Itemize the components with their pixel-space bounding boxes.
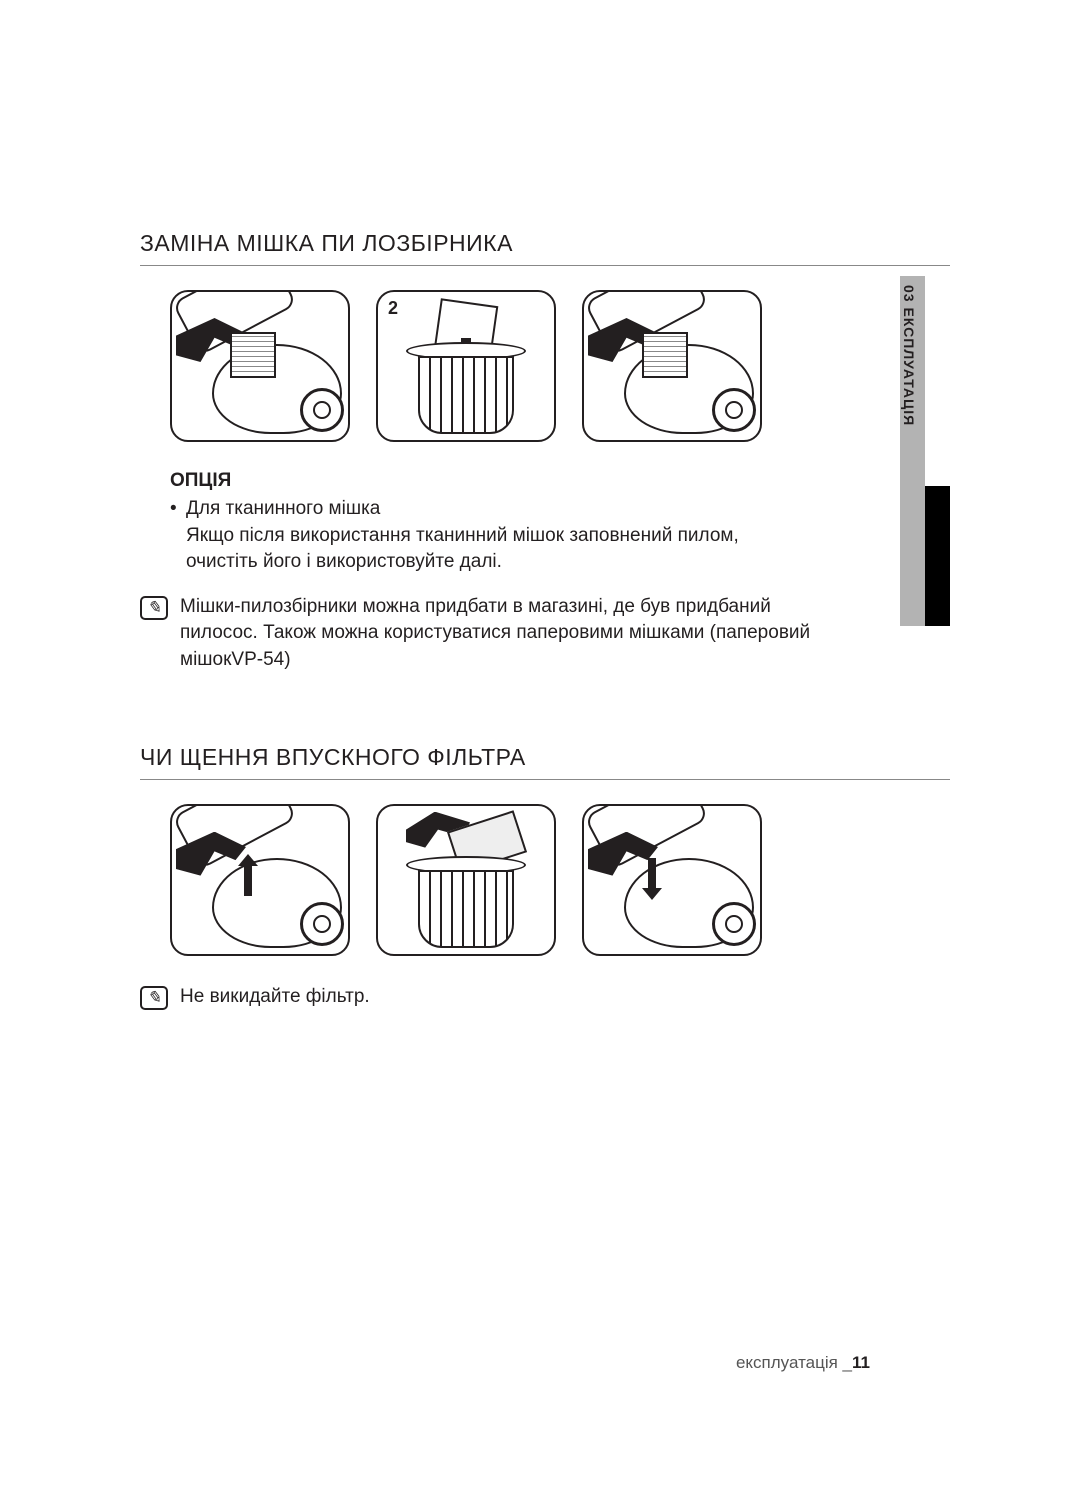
divider xyxy=(140,265,950,266)
note-icon: ✎ xyxy=(140,596,168,620)
note-text: Не викидайте фільтр. xyxy=(180,984,370,1011)
note-text: Мішки-пилозбірники можна придбати в мага… xyxy=(180,594,820,674)
divider xyxy=(140,779,950,780)
section2: ЧИ ЩЕННЯ ВПУСКНОГО ФІЛЬТРА 1 3 xyxy=(140,744,950,1011)
page-footer: експлуатація _11 xyxy=(736,1353,870,1373)
figure-bag-empty: 2 xyxy=(376,290,556,442)
footer-label: експлуатація _ xyxy=(736,1353,852,1372)
note-row: ✎ Не викидайте фільтр. xyxy=(140,984,950,1011)
note-icon: ✎ xyxy=(140,986,168,1010)
bullet-dot: • xyxy=(170,496,186,523)
figure-filter-insert: 3 xyxy=(582,804,762,956)
note-row: ✎ Мішки-пилозбірники можна придбати в ма… xyxy=(140,594,950,674)
section1-title: ЗАМІНА МІШКА ПИ ЛОЗБІРНИКА xyxy=(140,230,950,257)
manual-page: 03 ЕКСПЛУАТАЦІЯ ЗАМІНА МІШКА ПИ ЛОЗБІРНИ… xyxy=(0,0,1080,1493)
figure-bag-remove: 1 xyxy=(170,290,350,442)
section2-figures: 1 3 xyxy=(170,804,950,956)
bullet-body: Якщо після використання тканинний мішок … xyxy=(170,523,810,576)
figure-filter-dust xyxy=(376,804,556,956)
figure-bag-insert xyxy=(582,290,762,442)
option-body: • Для тканинного мішка Якщо після викори… xyxy=(170,496,810,576)
figure-filter-remove: 1 xyxy=(170,804,350,956)
footer-page: 11 xyxy=(852,1353,870,1372)
section-side-label: 03 ЕКСПЛУАТАЦІЯ xyxy=(901,285,917,426)
section1-figures: 1 2 xyxy=(170,290,950,442)
bullet-label: Для тканинного мішка xyxy=(186,496,380,523)
side-tab-black xyxy=(925,486,950,626)
option-heading: ОПЦІЯ xyxy=(170,470,950,492)
section2-title: ЧИ ЩЕННЯ ВПУСКНОГО ФІЛЬТРА xyxy=(140,744,950,771)
figure-number: 2 xyxy=(388,298,398,319)
